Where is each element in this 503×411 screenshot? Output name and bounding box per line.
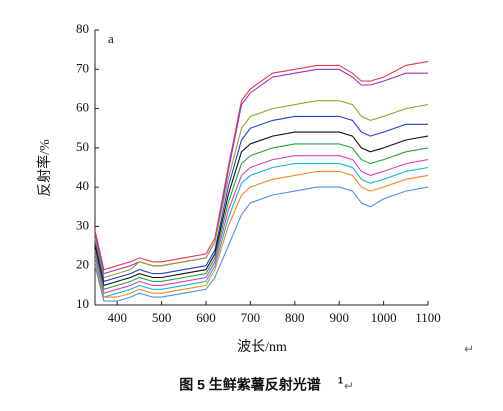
- y-tick-label: 70: [76, 60, 89, 75]
- return-mark: ↵: [344, 379, 354, 393]
- caption-note: 1: [338, 375, 343, 385]
- spectrum-line: [94, 60, 429, 271]
- x-tick-label: 800: [285, 310, 305, 325]
- caption: 图 5 生鲜紫薯反射光谱: [179, 377, 321, 393]
- spectrum-line: [94, 143, 429, 290]
- y-tick-label: 80: [76, 21, 89, 36]
- spectrum-line: [94, 186, 429, 302]
- y-tick-label: 30: [76, 217, 89, 232]
- x-tick-label: 400: [107, 310, 127, 325]
- return-mark: ↵: [464, 342, 474, 356]
- x-tick-label: 600: [196, 310, 216, 325]
- x-tick-label: 1000: [371, 310, 397, 325]
- x-tick-label: 500: [152, 310, 172, 325]
- y-tick-label: 60: [76, 100, 89, 115]
- spectrum-line: [94, 68, 428, 275]
- spectrum-line: [94, 131, 429, 287]
- x-tick-label: 900: [329, 310, 349, 325]
- spectrum-line: [94, 115, 428, 283]
- y-tick-label: 50: [76, 139, 89, 154]
- spectrum-line: [94, 100, 429, 279]
- spectrum-line: [94, 155, 429, 294]
- y-tick-label: 20: [76, 257, 89, 272]
- x-axis-label: 波长/nm: [237, 339, 287, 355]
- x-tick-label: 700: [241, 310, 261, 325]
- y-tick-label: 40: [76, 178, 89, 193]
- panel-label: a: [108, 31, 114, 46]
- y-axis-label: 反射率/%: [36, 139, 53, 197]
- x-tick-label: 1100: [415, 310, 441, 325]
- y-tick-label: 10: [76, 296, 89, 311]
- spectrum-line: [94, 170, 429, 298]
- spectrum-line: [94, 163, 429, 298]
